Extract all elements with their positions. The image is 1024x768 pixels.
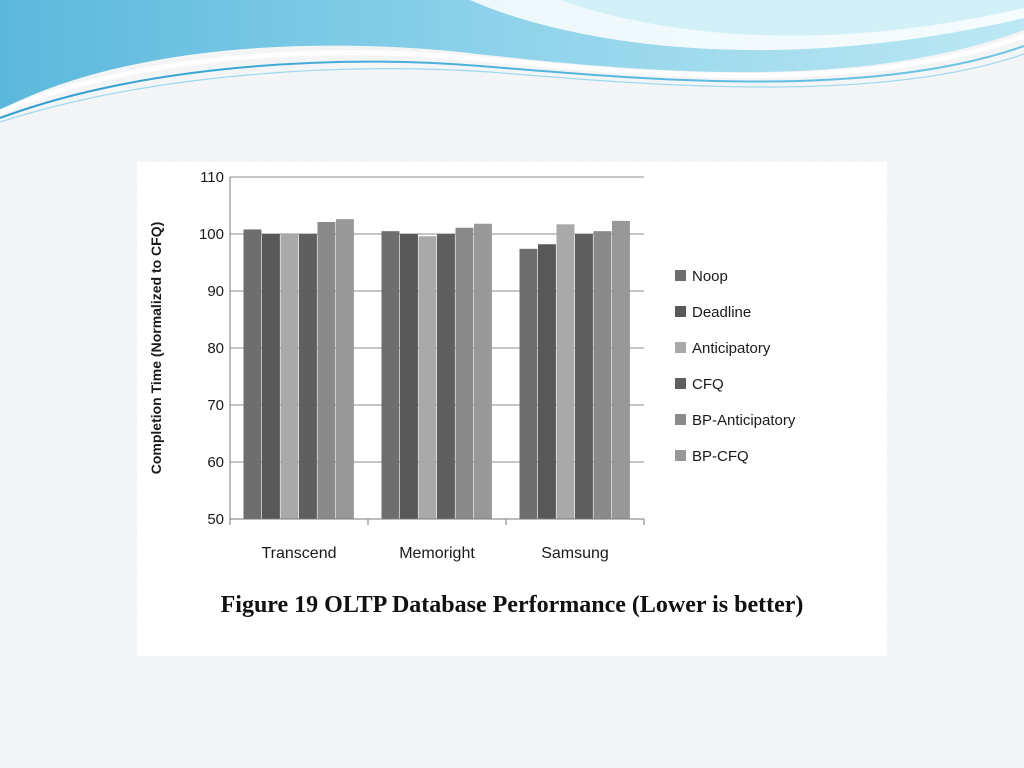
x-category-label-transcend: Transcend — [262, 545, 337, 562]
y-tick-label-70: 70 — [207, 397, 224, 414]
y-tick-label-50: 50 — [207, 511, 224, 528]
legend-swatch-deadline — [675, 306, 686, 317]
bar-transcend-noop — [243, 229, 262, 519]
x-category-label-samsung: Samsung — [541, 545, 609, 562]
bar-samsung-cfq — [575, 234, 593, 519]
y-tick-label-90: 90 — [207, 283, 224, 300]
bar-memoright-deadline — [400, 234, 418, 519]
y-tick-label-110: 110 — [200, 169, 224, 186]
legend-label-cfq: CFQ — [692, 376, 724, 393]
bar-transcend-bp-cfq — [336, 219, 354, 519]
legend-label-bp-anticipatory: BP-Anticipatory — [692, 412, 796, 429]
y-tick-label-60: 60 — [207, 454, 224, 471]
bar-chart: 50 60 70 80 90 100 110 Transcend Memoright Samsun… — [148, 169, 796, 562]
bar-samsung-anticipatory — [556, 224, 575, 519]
bar-samsung-noop — [519, 248, 538, 519]
bar-samsung-bp-anticipatory — [593, 231, 612, 519]
figure-caption: Figure 19 OLTP Database Performance (Low… — [220, 592, 804, 618]
legend-swatch-anticipatory — [675, 342, 686, 353]
bar-memoright-bp-cfq — [474, 223, 492, 520]
figure-panel: 50 60 70 80 90 100 110 Transcend Memoright Samsun… — [137, 162, 887, 656]
y-axis-label: Completion Time (Normalized to CFQ) — [148, 222, 164, 475]
legend-swatch-bp-cfq — [675, 450, 686, 461]
bar-samsung-deadline — [538, 244, 556, 519]
legend-label-anticipatory: Anticipatory — [692, 340, 771, 357]
bar-transcend-cfq — [299, 234, 317, 519]
legend-swatch-noop — [675, 270, 686, 281]
y-tick-label-100: 100 — [199, 226, 224, 243]
bar-memoright-anticipatory — [418, 236, 437, 519]
legend-swatch-bp-anticipatory — [675, 414, 686, 425]
bar-memoright-bp-anticipatory — [455, 227, 474, 519]
legend-label-deadline: Deadline — [692, 304, 751, 321]
legend-label-bp-cfq: BP-CFQ — [692, 448, 749, 465]
bar-transcend-deadline — [262, 234, 280, 519]
slide-header-swoosh — [0, 0, 1024, 123]
legend-swatch-cfq — [675, 378, 686, 389]
bar-memoright-noop — [381, 231, 400, 519]
bar-transcend-anticipatory — [280, 234, 299, 519]
y-tick-label-80: 80 — [207, 340, 224, 357]
bar-memoright-cfq — [437, 234, 455, 519]
bar-transcend-bp-anticipatory — [317, 222, 336, 519]
bar-samsung-bp-cfq — [612, 220, 630, 519]
legend-label-noop: Noop — [692, 268, 728, 285]
x-category-label-memoright: Memoright — [399, 545, 475, 562]
